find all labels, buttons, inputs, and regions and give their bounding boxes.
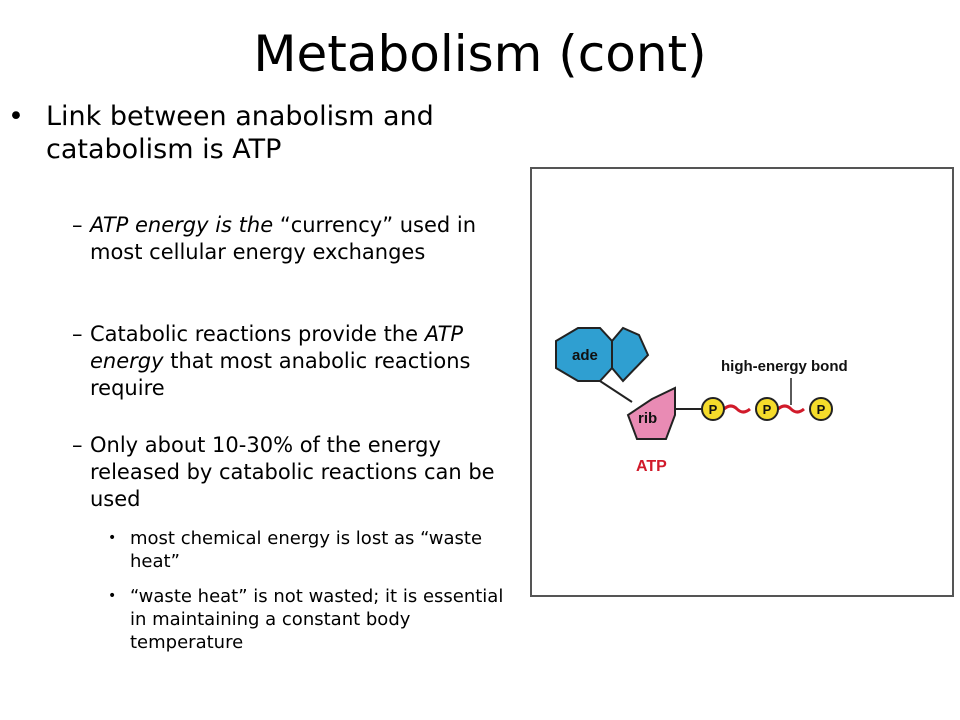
plain-text: “currency” used in most cellular energy …: [90, 213, 477, 264]
adenine-label: ade: [572, 347, 598, 364]
subpoint-text: ATP energy is the “currency” used in mos…: [90, 212, 515, 266]
adenine-pentagon: [611, 326, 650, 383]
bullet-mark: •: [8, 101, 24, 132]
italic-text: ATP energy is the: [90, 213, 274, 237]
dash-mark: –: [72, 322, 83, 346]
phosphate-1: [701, 397, 725, 421]
atp-diagram: ade rib P P P high-energy bond ATP: [530, 167, 954, 597]
plain-text: Catabolic reactions provide the: [90, 322, 425, 346]
ribose-label: rib: [638, 410, 657, 427]
italic-text: ATP energy: [90, 322, 464, 373]
adenine-ribose-link: [599, 380, 633, 403]
subpoint-text: Only about 10-30% of the energy released…: [90, 433, 495, 511]
ribose-pentagon: [626, 386, 676, 440]
high-energy-bond-1: [723, 404, 751, 414]
atp-diagram-svg: ade rib P P P high-energy bond ATP: [555, 326, 848, 475]
detail-text: “waste heat” is not wasted; it is essent…: [130, 586, 504, 653]
dash-mark: –: [72, 213, 83, 237]
main-point-text: Link between anabolism and catabolism is…: [46, 101, 434, 165]
detail-text: most chemical energy is lost as “waste h…: [130, 528, 483, 572]
phosphate-3: [809, 397, 833, 421]
phosphate-3-label: P: [817, 402, 826, 417]
dash-mark: –: [72, 433, 83, 457]
phosphate-2-label: P: [763, 402, 772, 417]
bullet-dot: •: [108, 588, 117, 604]
phosphate-2: [755, 397, 779, 421]
plain-text: that most anabolic reactions require: [90, 349, 471, 400]
slide-title: Metabolism (cont): [253, 25, 707, 83]
subpoint-text: Catabolic reactions provide the ATP ener…: [90, 321, 515, 402]
high-energy-bond-2: [777, 404, 805, 414]
phosphate-1-label: P: [709, 402, 718, 417]
bullet-dot: •: [108, 530, 117, 546]
atp-label: ATP: [636, 458, 667, 475]
high-energy-bond-label: high-energy bond: [721, 358, 848, 375]
